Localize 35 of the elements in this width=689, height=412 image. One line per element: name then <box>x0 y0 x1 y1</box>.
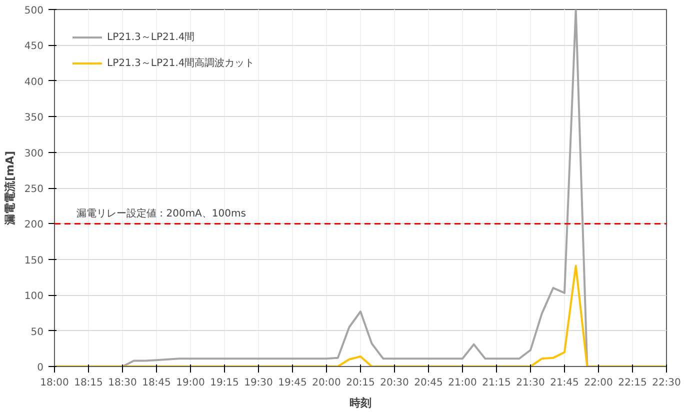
x-tick-label: 18:00 <box>40 378 69 388</box>
x-tick-label: 22:00 <box>584 378 613 388</box>
x-tick-label: 21:30 <box>516 378 545 388</box>
x-tick-label: 21:15 <box>482 378 511 388</box>
ref-line-label: 漏電リレー設定値 : 200mA、100ms <box>76 208 246 220</box>
y-tick-label: 300 <box>24 148 44 160</box>
x-tick-label: 18:30 <box>108 378 137 388</box>
y-tick-label: 450 <box>24 41 44 52</box>
y-axis-title: 漏電電流[mA] <box>3 150 16 226</box>
y-tick-label: 200 <box>24 220 44 231</box>
y-tick-label: 400 <box>24 76 44 88</box>
x-tick-label: 22:30 <box>652 378 681 388</box>
y-tick-label: 100 <box>24 291 44 302</box>
y-tick-label: 250 <box>24 184 44 195</box>
x-tick-label: 19:00 <box>176 378 205 388</box>
x-tick-label: 19:45 <box>278 378 307 388</box>
x-tick-label: 21:45 <box>550 378 579 388</box>
x-axis-title: 時刻 <box>350 396 372 410</box>
x-tick-label: 20:45 <box>414 378 443 388</box>
legend-label: LP21.3～LP21.4間高調波カット <box>107 56 255 70</box>
x-tick-label: 21:00 <box>448 378 477 388</box>
x-tick-label: 18:15 <box>74 378 103 388</box>
x-tick-label: 18:45 <box>142 378 171 388</box>
legend-label: LP21.3～LP21.4間 <box>107 31 195 44</box>
y-tick-label: 350 <box>24 112 44 124</box>
x-tick-label: 20:30 <box>380 378 409 388</box>
y-tick-label: 50 <box>30 326 44 338</box>
x-tick-label: 19:15 <box>210 378 239 388</box>
x-tick-label: 20:00 <box>312 378 341 388</box>
y-tick-label: 0 <box>37 362 44 374</box>
y-tick-label: 500 <box>24 6 44 16</box>
x-tick-label: 20:15 <box>346 378 375 388</box>
x-tick-label: 22:15 <box>618 378 647 388</box>
x-tick-label: 19:30 <box>244 378 273 388</box>
y-tick-label: 150 <box>24 255 44 266</box>
